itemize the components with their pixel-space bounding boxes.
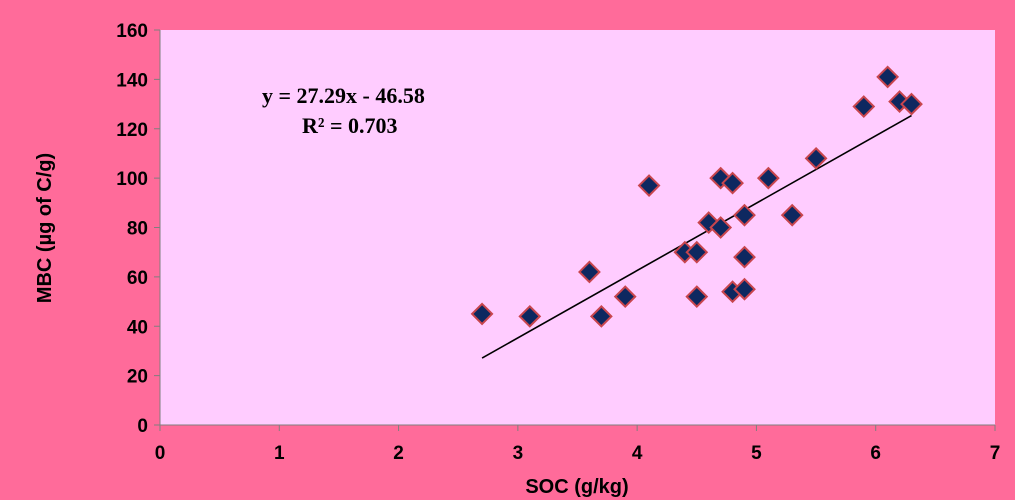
trendline-group [481, 114, 912, 359]
data-point [578, 260, 601, 284]
plot-area [160, 30, 995, 425]
r-squared-label: R² = 0.703 [302, 113, 398, 138]
data-point [733, 245, 756, 269]
x-tick-label: 4 [632, 443, 643, 464]
data-point [470, 302, 494, 326]
y-axis: 0 20 40 60 80 100 120 140 160 [116, 21, 161, 437]
data-point [804, 146, 828, 170]
data-point [900, 92, 923, 116]
x-tick-label: 1 [274, 443, 285, 464]
data-point [709, 216, 733, 239]
y-tick-label: 80 [127, 219, 148, 240]
data-point [685, 285, 709, 309]
x-tick-label: 0 [155, 443, 166, 464]
y-tick-label: 120 [116, 120, 148, 141]
x-tick-label: 5 [751, 443, 762, 464]
data-point [733, 203, 756, 227]
y-tick-label: 20 [127, 367, 148, 388]
x-axis: 0 1 2 3 4 5 6 7 [155, 424, 1001, 464]
y-tick-label: 0 [137, 416, 148, 437]
data-point [613, 285, 637, 309]
y-tick-label: 160 [116, 21, 148, 42]
y-tick-label: 140 [116, 70, 148, 91]
x-tick-label: 2 [393, 443, 404, 464]
y-tick-label: 40 [127, 317, 148, 338]
data-point [780, 203, 804, 227]
data-point [518, 304, 542, 328]
data-point [876, 65, 900, 89]
trendline [481, 114, 912, 359]
x-tick-label: 3 [513, 443, 524, 464]
data-point [852, 95, 876, 118]
data-point [685, 240, 709, 264]
y-tick-label: 100 [116, 169, 148, 190]
x-tick-label: 6 [870, 443, 881, 464]
data-point [637, 174, 661, 197]
data-points [470, 65, 923, 328]
x-axis-title: SOC (g/kg) [525, 476, 628, 498]
data-point [589, 304, 613, 328]
data-point [721, 171, 744, 195]
trendline-equation: y = 27.29x - 46.58 [262, 83, 425, 108]
data-point [733, 277, 756, 301]
x-tick-label: 7 [990, 443, 1001, 464]
data-point [756, 166, 780, 190]
y-tick-label: 60 [127, 268, 148, 289]
y-axis-title: MBC (µg of C/g) [34, 153, 56, 303]
